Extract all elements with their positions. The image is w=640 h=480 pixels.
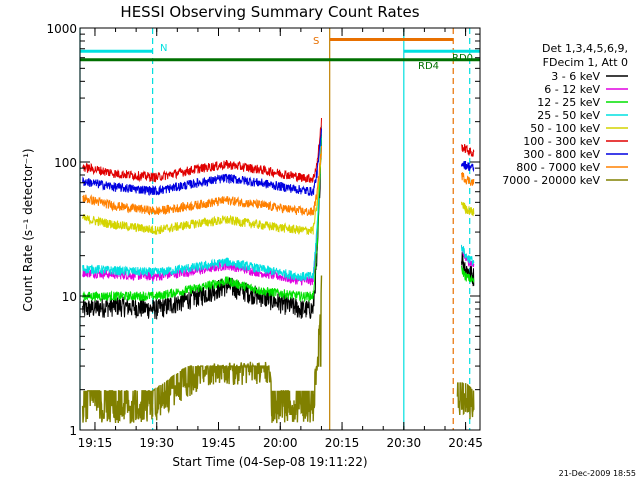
x-tick-label-6: 20:45 <box>448 436 483 450</box>
flag-label-rd4: RD4 <box>418 61 439 72</box>
x-tick-label-2: 19:45 <box>201 436 236 450</box>
legend-label-4: 50 - 100 keV <box>530 122 600 135</box>
y-tick-label-3: 1000 <box>46 22 77 36</box>
plot-area: N S RD4 RD0 19:15 19:30 19:45 20:00 20:15 20:30 20… <box>46 22 482 450</box>
x-tick-label-1: 19:30 <box>139 436 174 450</box>
x-tick-label-4: 20:15 <box>325 436 360 450</box>
legend-label-6: 300 - 800 keV <box>523 148 600 161</box>
legend-label-0: 3 - 6 keV <box>551 70 600 83</box>
legend-label-2: 12 - 25 keV <box>537 96 600 109</box>
flag-label-s: S <box>313 36 319 47</box>
series-line-2 <box>82 134 475 303</box>
y-axis-label: Count Rate (s⁻¹ detector⁻¹) <box>21 148 35 311</box>
legend-label-7: 800 - 7000 keV <box>516 161 600 174</box>
chart-title: HESSI Observing Summary Count Rates <box>120 3 419 21</box>
series-line-8 <box>81 275 475 424</box>
series-line-3 <box>82 125 475 282</box>
legend-label-8: 7000 - 20000 keV <box>502 174 600 187</box>
flag-label-rd0: RD0 <box>452 53 473 64</box>
x-tick-label-3: 20:00 <box>263 436 298 450</box>
legend-label-5: 100 - 300 keV <box>523 135 600 148</box>
series-line-5 <box>82 117 475 183</box>
y-tick-label-2: 100 <box>54 156 77 170</box>
flag-label-n: N <box>160 43 167 54</box>
x-tick-label-5: 20:30 <box>387 436 422 450</box>
x-tick-label-0: 19:15 <box>78 436 113 450</box>
footer-date: 21-Dec-2009 18:55 <box>559 469 636 478</box>
legend-header-0: Det 1,3,4,5,6,9, <box>542 42 628 55</box>
legend-header-1: FDecim 1, Att 0 <box>543 56 628 69</box>
y-tick-label-0: 1 <box>69 424 77 438</box>
legend-label-3: 25 - 50 keV <box>537 109 600 122</box>
series-line-7 <box>82 145 475 216</box>
y-tick-label-1: 10 <box>62 290 77 304</box>
x-axis-label: Start Time (04-Sep-08 19:11:22) <box>172 455 367 469</box>
series-line-6 <box>82 128 475 197</box>
series-line-4 <box>82 151 475 236</box>
legend: Det 1,3,4,5,6,9,FDecim 1, Att 03 - 6 keV… <box>502 42 628 187</box>
legend-label-1: 6 - 12 keV <box>544 83 600 96</box>
